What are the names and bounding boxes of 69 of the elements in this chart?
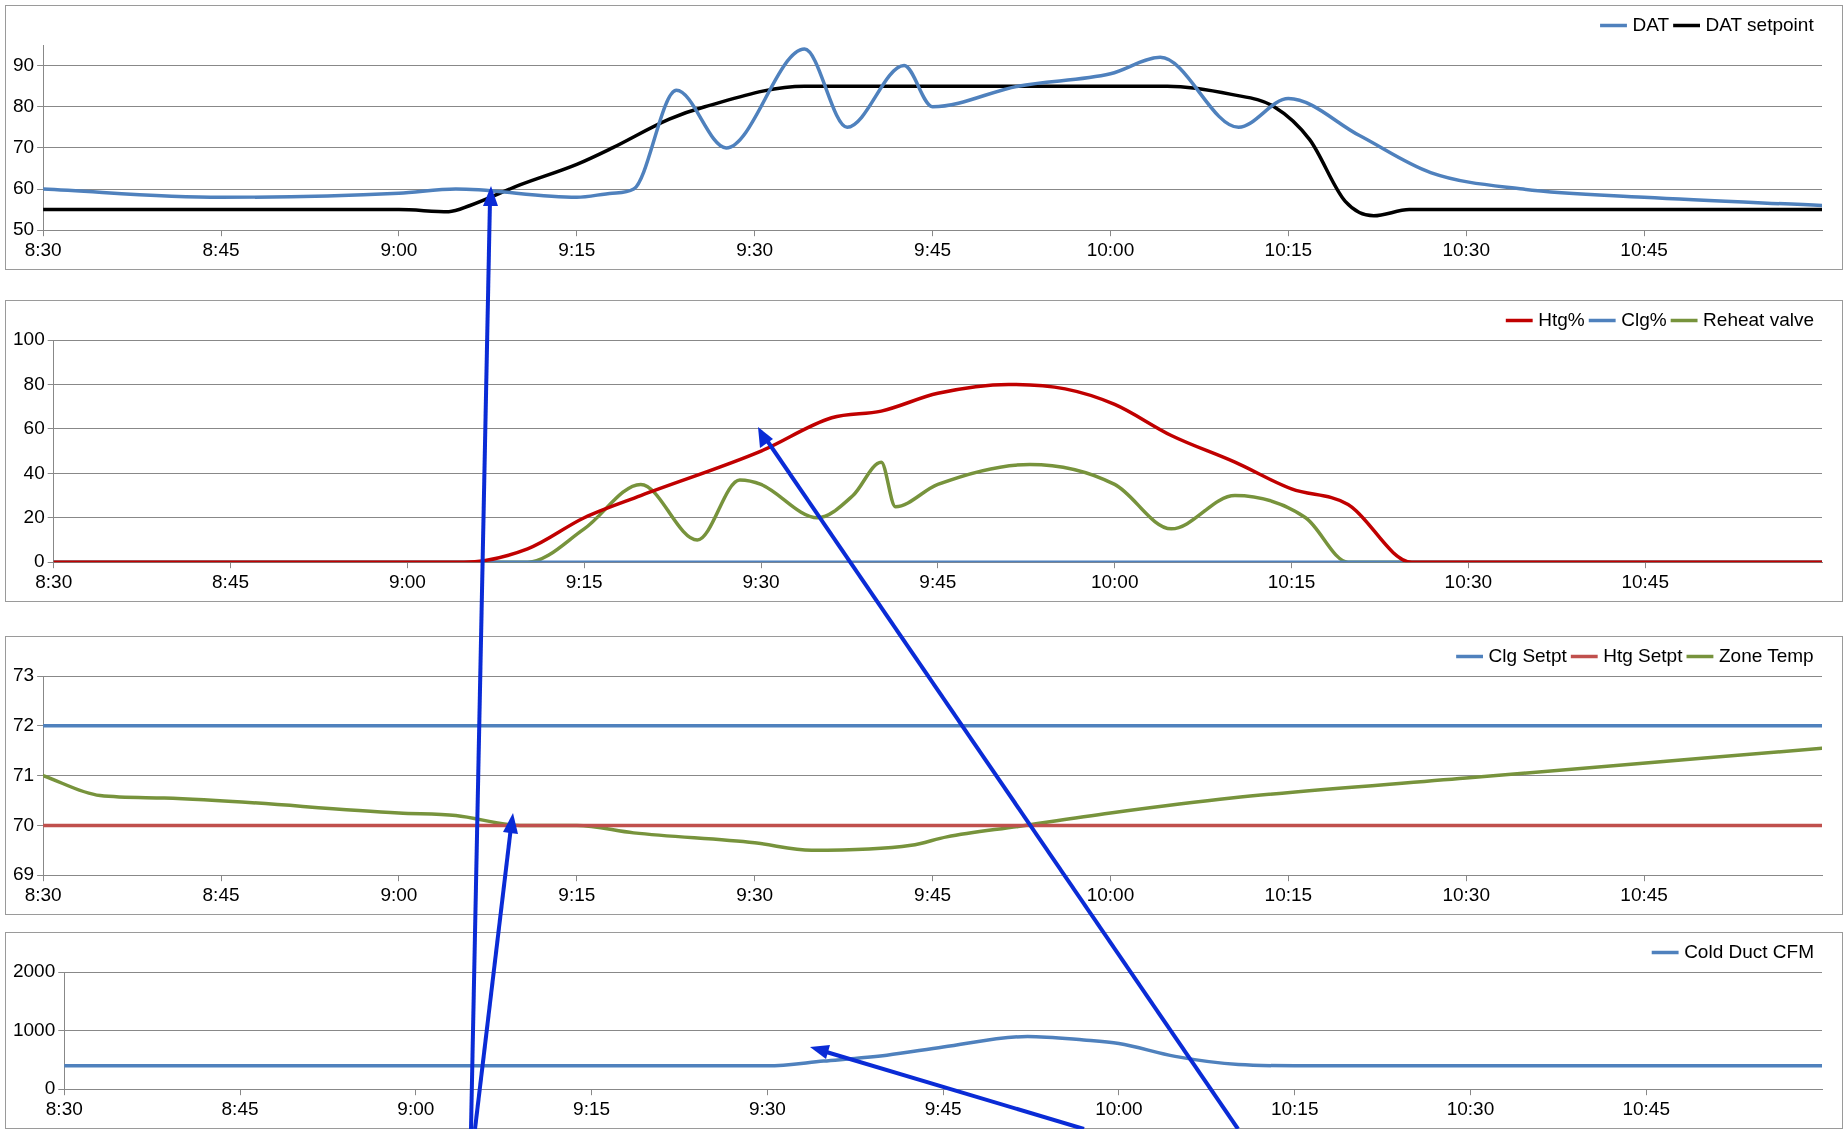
y-tick-label: 60 xyxy=(12,177,35,199)
y-tick-label: 69 xyxy=(12,863,35,885)
y-tick-label: 80 xyxy=(23,372,45,394)
x-tick-label: 9:15 xyxy=(558,238,596,260)
y-tick-label: 100 xyxy=(13,328,45,350)
x-tick-label: 9:30 xyxy=(736,883,774,905)
x-tick-label: 8:45 xyxy=(202,238,240,260)
x-tick-label: 9:45 xyxy=(914,238,952,260)
x-tick-label: 10:00 xyxy=(1095,1097,1143,1119)
legend-label: DAT xyxy=(1632,13,1670,35)
legend-label: Htg% xyxy=(1538,308,1585,330)
x-tick-label: 9:00 xyxy=(388,570,426,592)
legend-label: Htg Setpt xyxy=(1603,644,1684,666)
y-tick-label: 70 xyxy=(12,813,35,835)
x-tick-label: 10:15 xyxy=(1270,1097,1319,1119)
x-tick-label: 10:15 xyxy=(1264,883,1313,905)
y-tick-label: 0 xyxy=(34,550,45,572)
y-tick-label: 60 xyxy=(23,417,45,439)
legend-label: Clg Setpt xyxy=(1488,644,1568,666)
x-tick-label: 8:45 xyxy=(202,883,240,905)
x-tick-label: 10:15 xyxy=(1264,238,1313,260)
x-tick-label: 9:45 xyxy=(924,1097,962,1119)
legend-label: Reheat valve xyxy=(1703,308,1814,330)
y-tick-label: 90 xyxy=(12,53,35,75)
x-tick-label: 8:30 xyxy=(35,570,73,592)
x-tick-label: 8:30 xyxy=(45,1097,83,1119)
x-tick-label: 9:15 xyxy=(573,1097,611,1119)
y-tick-label: 73 xyxy=(12,664,35,686)
x-tick-label: 9:30 xyxy=(748,1097,786,1119)
legend-label: Cold Duct CFM xyxy=(1684,940,1814,962)
x-tick-label: 10:45 xyxy=(1621,570,1669,592)
x-tick-label: 10:30 xyxy=(1444,570,1493,592)
x-tick-label: 9:00 xyxy=(380,883,418,905)
y-tick-label: 1000 xyxy=(12,1018,56,1040)
legend-label: Zone Temp xyxy=(1718,644,1814,666)
x-tick-label: 10:30 xyxy=(1442,238,1490,260)
y-tick-label: 70 xyxy=(12,136,35,158)
x-tick-label: 10:00 xyxy=(1086,883,1135,905)
x-tick-label: 9:00 xyxy=(380,238,418,260)
x-tick-label: 9:00 xyxy=(397,1097,435,1119)
y-tick-label: 80 xyxy=(12,94,35,116)
x-tick-label: 10:15 xyxy=(1267,570,1316,592)
x-tick-label: 10:00 xyxy=(1090,570,1139,592)
x-tick-label: 10:00 xyxy=(1086,238,1135,260)
y-tick-label: 2000 xyxy=(12,960,56,982)
x-tick-label: 10:45 xyxy=(1620,238,1668,260)
legend-label: Clg% xyxy=(1621,308,1667,330)
x-tick-label: 9:15 xyxy=(565,570,603,592)
x-tick-label: 10:45 xyxy=(1620,883,1668,905)
x-tick-label: 10:30 xyxy=(1446,1097,1495,1119)
x-tick-label: 8:45 xyxy=(212,570,250,592)
x-tick-label: 10:30 xyxy=(1442,883,1490,905)
y-tick-label: 71 xyxy=(12,763,35,785)
y-tick-label: 40 xyxy=(23,461,45,483)
x-tick-label: 8:30 xyxy=(24,883,62,905)
x-tick-label: 9:30 xyxy=(742,570,780,592)
x-tick-label: 8:30 xyxy=(24,238,62,260)
legend-label: DAT setpoint xyxy=(1705,13,1815,35)
y-tick-label: 72 xyxy=(12,714,35,736)
y-tick-label: 20 xyxy=(23,505,45,527)
y-tick-label: 50 xyxy=(12,218,35,240)
x-tick-label: 9:45 xyxy=(919,570,957,592)
x-tick-label: 10:45 xyxy=(1622,1097,1670,1119)
x-tick-label: 8:45 xyxy=(221,1097,259,1119)
y-tick-label: 0 xyxy=(44,1077,56,1099)
x-tick-label: 9:30 xyxy=(736,238,774,260)
x-tick-label: 9:45 xyxy=(914,883,952,905)
x-tick-label: 9:15 xyxy=(558,883,596,905)
line-series xyxy=(64,1034,1822,1068)
